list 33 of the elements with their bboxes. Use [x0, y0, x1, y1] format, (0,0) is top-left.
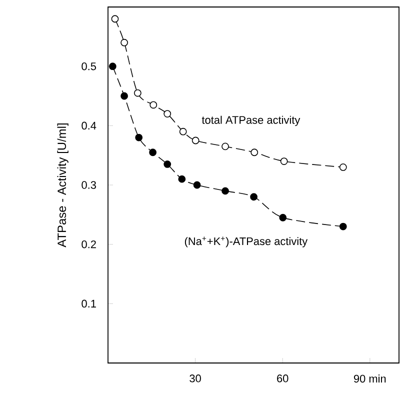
point	[250, 193, 258, 201]
point	[164, 160, 172, 168]
point	[108, 62, 116, 70]
point	[193, 181, 201, 189]
point	[250, 148, 258, 156]
x-tick-label: 60	[277, 374, 288, 382]
series-label: (Na$^{+}$+K$^{+}$)-ATPase activity	[184, 236, 308, 248]
y-tick-label: 0.3	[82, 181, 96, 189]
point	[120, 38, 128, 46]
point	[134, 89, 142, 97]
point	[135, 134, 143, 142]
point	[111, 15, 119, 23]
point	[339, 222, 347, 230]
point	[178, 175, 186, 183]
y-tick-label: 0.5	[82, 62, 96, 70]
point	[192, 136, 200, 144]
y-tick-label: 0.1	[82, 300, 96, 308]
point	[120, 92, 128, 100]
series-label: total ATPase activity	[202, 116, 300, 126]
point	[279, 214, 287, 222]
point	[179, 128, 187, 136]
x-tick-label: 90 min	[354, 374, 386, 383]
point	[222, 142, 229, 150]
point	[222, 187, 229, 195]
point	[339, 164, 347, 171]
y-axis-title: ATPase - Activity [U/ml]	[57, 124, 68, 248]
x-tick-label: 30	[190, 374, 201, 382]
point	[150, 101, 158, 109]
y-tick-label: 0.2	[82, 240, 96, 248]
y-tick-label: 0.4	[82, 122, 96, 130]
point	[280, 158, 288, 165]
point	[164, 110, 172, 118]
point	[149, 148, 157, 156]
